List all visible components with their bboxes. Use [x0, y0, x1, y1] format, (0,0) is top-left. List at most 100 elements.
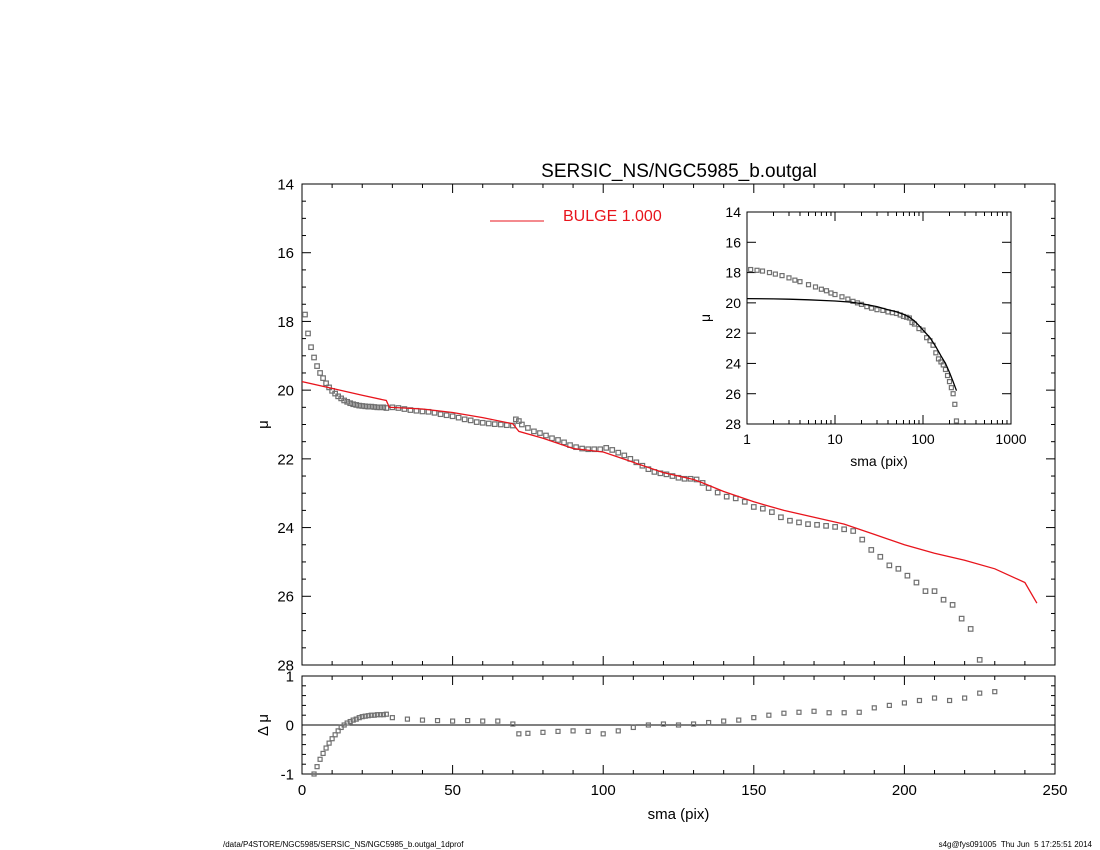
data-point [491, 421, 498, 428]
y-tick-label: 24 [277, 520, 294, 537]
chart-title: SERSIC_NS/NGC5985_b.outgal [541, 161, 817, 182]
data-point [525, 730, 531, 736]
y-tick-label: 20 [725, 295, 741, 311]
data-point [690, 721, 697, 727]
x-tick-label: 0 [298, 782, 306, 799]
data-point [645, 722, 651, 728]
data-point [948, 385, 954, 391]
data-point [332, 732, 338, 738]
data-point [365, 713, 371, 719]
y-tick-label: -1 [281, 766, 294, 783]
data-point [365, 403, 372, 410]
data-point [721, 718, 727, 724]
data-point [675, 722, 682, 728]
data-point [434, 717, 441, 724]
data-point [913, 579, 920, 586]
data-point [952, 401, 958, 407]
data-point [766, 269, 773, 276]
data-point [350, 717, 356, 723]
x-tick-label: 1 [743, 431, 751, 447]
data-point [681, 475, 688, 482]
data-point [750, 504, 757, 510]
data-point [419, 408, 426, 415]
data-point [479, 419, 486, 426]
data-point [549, 435, 555, 442]
data-point [714, 489, 721, 496]
data-point [958, 615, 965, 622]
data-point [886, 702, 892, 709]
data-point [570, 728, 576, 734]
data-point [383, 711, 389, 717]
data-point [311, 771, 317, 777]
data-point [497, 421, 504, 428]
data-point [967, 626, 974, 632]
data-point [302, 311, 308, 318]
data-point [751, 715, 757, 721]
data-point [359, 403, 366, 409]
data-point [736, 717, 742, 723]
data-point [314, 363, 320, 369]
data-point [585, 446, 591, 453]
data-point [741, 498, 748, 505]
data-point [585, 728, 591, 734]
data-point [380, 404, 387, 411]
data-point [317, 370, 323, 376]
y-tick-label: 28 [277, 657, 294, 674]
y-tick-label: 1 [286, 668, 294, 685]
data-point [769, 509, 775, 515]
data-point [754, 267, 760, 273]
data-point [953, 418, 960, 424]
x-axis-label: sma (pix) [648, 806, 710, 823]
x-axis-label: sma (pix) [850, 453, 908, 469]
y-tick-label: 18 [725, 265, 741, 281]
data-point [922, 588, 929, 594]
data-point [485, 420, 492, 427]
x-tick-label: 150 [741, 782, 766, 799]
data-point [949, 602, 956, 608]
data-point [356, 402, 363, 409]
y-axis-label: Δ μ [255, 714, 272, 736]
data-point [350, 401, 357, 408]
data-point [603, 445, 610, 451]
y-tick-label: 22 [277, 451, 294, 468]
data-point [431, 409, 438, 416]
data-point [404, 716, 411, 722]
data-point [368, 712, 374, 718]
data-point [911, 321, 918, 327]
data-point [823, 523, 829, 529]
data-point [615, 449, 622, 456]
data-point [933, 350, 939, 356]
data-point [778, 514, 784, 521]
data-point [320, 375, 326, 381]
data-point [495, 718, 501, 724]
data-point [826, 710, 832, 716]
data-point [516, 418, 522, 424]
data-point [359, 714, 365, 720]
data-point [874, 307, 880, 313]
data-point [839, 294, 845, 300]
data-point [920, 327, 926, 333]
data-point [845, 296, 851, 302]
data-point [805, 282, 812, 288]
data-point [449, 413, 456, 420]
data-point [371, 404, 378, 410]
y-tick-label: 14 [277, 176, 294, 193]
data-point [510, 721, 516, 727]
data-point [850, 528, 857, 534]
data-point [341, 397, 348, 404]
data-point [543, 432, 549, 439]
data-point [944, 372, 951, 379]
data-point [314, 764, 320, 770]
data-point [555, 437, 561, 443]
data-point [503, 422, 510, 429]
y-tick-label: 22 [725, 325, 741, 341]
data-point [886, 562, 893, 569]
data-point [895, 565, 902, 572]
x-tick-label: 1000 [995, 431, 1026, 447]
data-point [455, 414, 462, 421]
main-plot: 14 16 18 20 22 24 26 28 μ [255, 176, 1056, 674]
data-point [329, 736, 335, 742]
data-point [516, 731, 522, 737]
footer-timestamp: s4g@fys091005 Thu Jun 5 17:25:51 2014 [938, 840, 1092, 849]
data-point [901, 700, 908, 706]
